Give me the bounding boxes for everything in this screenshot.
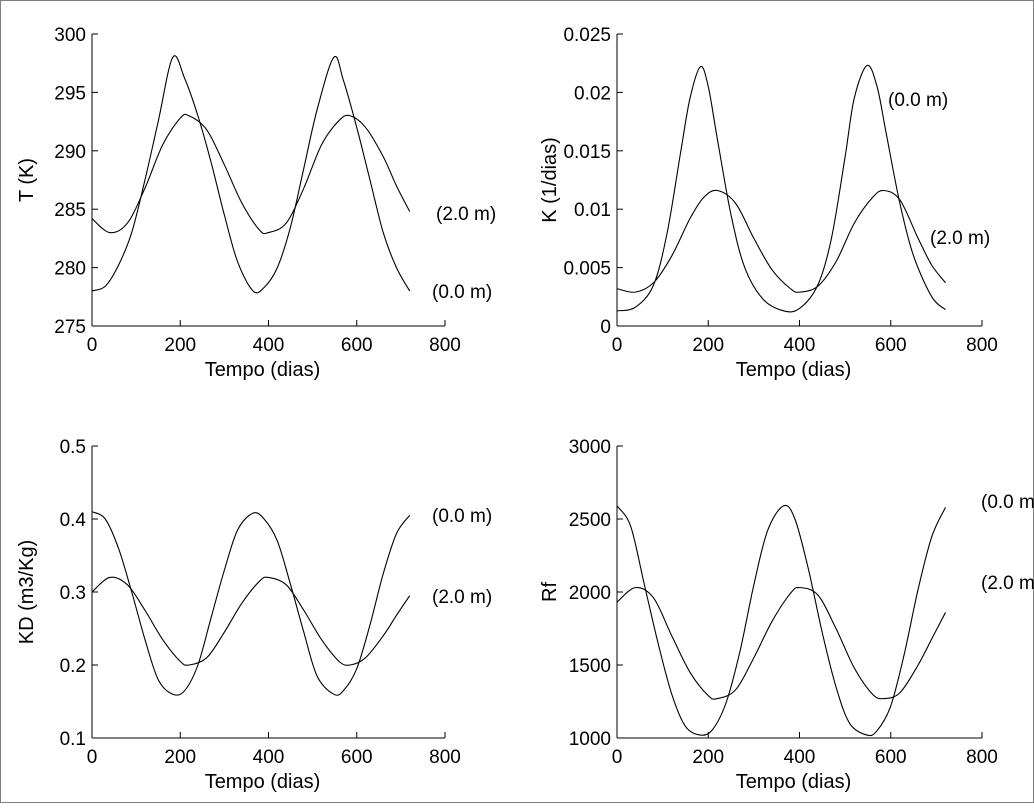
panel1-y-tick-label: 285 <box>54 200 86 221</box>
panel2-y-tick-label: 0.02 <box>574 83 611 104</box>
panel1-y-tick-label: 275 <box>54 317 86 338</box>
panel2-y-tick-label: 0.005 <box>563 259 611 280</box>
panel2-series-0m-label: (0.0 m) <box>888 90 948 111</box>
panel3-series-0m-line <box>91 511 411 696</box>
panel1-series-0m-label: (0.0 m) <box>432 282 492 303</box>
panel1-x-axis-label: Tempo (dias) <box>205 359 321 381</box>
panel4-y-axis-label: Rf <box>539 582 561 602</box>
panel3-y-tick-label: 0.4 <box>60 510 87 531</box>
panel1-series-0m-line <box>91 55 411 294</box>
panel2-series-0m-line <box>616 64 946 313</box>
panel1-y-tick-label: 280 <box>54 259 86 280</box>
panel4-y-tick-label: 2500 <box>569 510 611 531</box>
panel1-x-tick-label: 600 <box>341 335 373 356</box>
panel3-x-axis-label: Tempo (dias) <box>205 771 321 793</box>
panel4-x-tick-label: 0 <box>612 747 623 768</box>
panel3-y-axis-label: KD (m3/Kg) <box>16 540 38 644</box>
panel3-x-tick-label: 0 <box>87 747 98 768</box>
panel4-y-tick-label: 2000 <box>569 583 611 604</box>
panel2-x-tick-label: 200 <box>692 335 724 356</box>
panel4-y-tick-label: 3000 <box>569 437 611 458</box>
panel1-series-2m-line <box>91 113 411 235</box>
panel3-x-tick-label: 400 <box>253 747 285 768</box>
panel1-x-tick-label: 400 <box>253 335 285 356</box>
panel3-x-tick-label: 200 <box>164 747 196 768</box>
panel2-series-2m-label: (2.0 m) <box>930 228 990 249</box>
panel1-x-tick-label: 800 <box>429 335 461 356</box>
panel3-x-tick-label: 600 <box>341 747 373 768</box>
panel2-x-tick-label: 600 <box>875 335 907 356</box>
panel2-y-tick-label: 0.015 <box>563 142 611 163</box>
panel2-y-axis-label: K (1/dias) <box>539 137 561 223</box>
panel1-series-2m-label: (2.0 m) <box>436 204 496 225</box>
panel4-series-2m-line <box>616 586 946 700</box>
panel1-y-axis-label: T (K) <box>16 158 38 202</box>
panel4-x-axis-label: Tempo (dias) <box>736 771 852 793</box>
panel3-y-tick-label: 0.2 <box>60 656 86 677</box>
panel3-y-tick-label: 0.1 <box>60 729 86 750</box>
panel2-x-tick-label: 400 <box>784 335 816 356</box>
panel4-x-tick-label: 200 <box>692 747 724 768</box>
panel2-series-2m-line <box>616 189 946 293</box>
panel4-x-tick-label: 400 <box>784 747 816 768</box>
panel3-y-tick-label: 0.5 <box>60 437 86 458</box>
panel1-y-tick-label: 295 <box>54 83 86 104</box>
panel4-x-tick-label: 800 <box>966 747 998 768</box>
panel2-y-tick-label: 0 <box>600 317 611 338</box>
panel2-x-tick-label: 0 <box>612 335 623 356</box>
panel2-x-axis-label: Tempo (dias) <box>736 359 852 381</box>
panel4-series-2m-label: (2.0 m) <box>981 573 1034 594</box>
panel3-y-tick-label: 0.3 <box>60 583 86 604</box>
panel3-series-2m-label: (2.0 m) <box>432 587 492 608</box>
panel1-x-tick-label: 200 <box>164 335 196 356</box>
panel3-series-0m-label: (0.0 m) <box>432 506 492 527</box>
panel3-x-tick-label: 800 <box>429 747 461 768</box>
panel4-y-tick-label: 1500 <box>569 656 611 677</box>
panel1-y-tick-label: 290 <box>54 142 86 163</box>
panel4-x-tick-label: 600 <box>875 747 907 768</box>
panel4-y-tick-label: 1000 <box>569 729 611 750</box>
panel2-y-tick-label: 0.025 <box>563 25 611 46</box>
panel2-x-tick-label: 800 <box>966 335 998 356</box>
panel3-series-2m-line <box>91 576 411 666</box>
panel2-y-tick-label: 0.01 <box>574 200 611 221</box>
panel1-y-tick-label: 300 <box>54 25 86 46</box>
panel1-x-tick-label: 0 <box>87 335 98 356</box>
panel4-series-0m-label: (0.0 m) <box>981 492 1034 513</box>
panel4-series-0m-line <box>616 504 946 737</box>
